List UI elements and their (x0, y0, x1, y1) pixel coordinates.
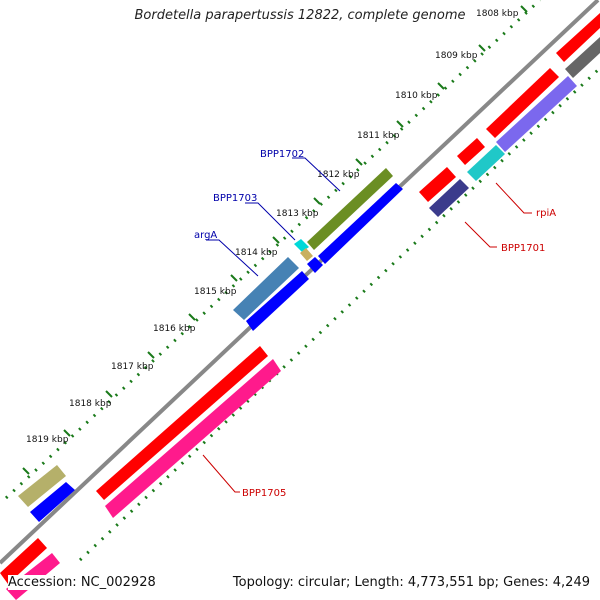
leader-arga (206, 239, 259, 277)
major-ticks (22, 5, 528, 475)
leader-lines (202, 157, 532, 493)
feature-red-long[interactable] (486, 68, 559, 138)
feature-red-top[interactable] (556, 13, 600, 62)
leader-bpp1701 (464, 221, 497, 248)
feature-bpp1705-red[interactable] (96, 346, 268, 500)
feature-bpp1702-cds[interactable] (318, 183, 403, 264)
tick-mark (63, 429, 71, 437)
tick-mark (105, 390, 113, 398)
leader-bpp1703 (245, 202, 296, 241)
tick-mark (313, 197, 321, 205)
tick-mark (147, 351, 155, 359)
label-bpp1705[interactable]: BPP1705 (242, 488, 286, 499)
tick-mark (437, 82, 445, 90)
tick-mark (520, 5, 528, 13)
tick-ring-inner (78, 66, 600, 562)
tick-label: 1814 kbp (235, 248, 278, 258)
feature-bpp1701[interactable] (429, 179, 469, 217)
tick-mark (355, 158, 363, 166)
feature-small-cds[interactable] (307, 257, 323, 273)
feature-red-mid[interactable] (457, 138, 485, 165)
tick-mark (22, 467, 30, 475)
leader-rpia (495, 182, 532, 214)
tick-mark (188, 313, 196, 321)
tick-ring-outer (4, 0, 542, 500)
leader-bpp1702 (292, 157, 341, 192)
label-bpp1703[interactable]: BPP1703 (213, 193, 257, 204)
tick-label: 1809 kbp (435, 51, 478, 61)
feature-purple[interactable] (496, 76, 577, 152)
feature-gray-top[interactable] (565, 37, 600, 78)
tick-label: 1810 kbp (395, 91, 438, 101)
feature-bpp1702[interactable] (307, 168, 393, 250)
tick-labels: 1808 kbp 1809 kbp 1810 kbp 1811 kbp 1812… (26, 9, 519, 445)
label-bpp1702[interactable]: BPP1702 (260, 149, 304, 160)
genome-stats: Topology: circular; Length: 4,773,551 bp… (232, 575, 590, 590)
feature-left-cds[interactable] (30, 482, 75, 522)
feature-arga-cds[interactable] (246, 271, 309, 331)
feature-bpp1705[interactable] (105, 359, 281, 518)
tick-label: 1819 kbp (26, 435, 69, 445)
genome-title: Bordetella parapertussis 12822, complete… (134, 8, 466, 23)
tick-mark (230, 274, 238, 282)
tick-label: 1818 kbp (69, 399, 112, 409)
feature-rpia[interactable] (467, 145, 505, 181)
tick-label: 1816 kbp (153, 324, 196, 334)
accession-label: Accession: NC_002928 (8, 575, 156, 590)
tick-mark (272, 236, 280, 244)
feature-bpp1701-red[interactable] (419, 167, 456, 202)
label-rpia[interactable]: rpiA (536, 208, 556, 219)
tick-mark (478, 44, 486, 52)
feature-arga[interactable] (233, 257, 299, 320)
feature-left-tan[interactable] (18, 465, 66, 507)
tick-label: 1817 kbp (111, 362, 154, 372)
leader-bpp1705 (202, 454, 240, 493)
tick-label: 1815 kbp (194, 287, 237, 297)
tick-label: 1811 kbp (357, 131, 400, 141)
tick-mark (396, 120, 404, 128)
label-bpp1701[interactable]: BPP1701 (501, 243, 545, 254)
feature-bottom-red[interactable] (0, 538, 47, 584)
tick-label: 1813 kbp (276, 209, 319, 219)
tick-label: 1808 kbp (476, 9, 519, 19)
tick-label: 1812 kbp (317, 170, 360, 180)
label-arga[interactable]: argA (194, 230, 217, 241)
feature-bpp1703-b[interactable] (300, 248, 313, 261)
